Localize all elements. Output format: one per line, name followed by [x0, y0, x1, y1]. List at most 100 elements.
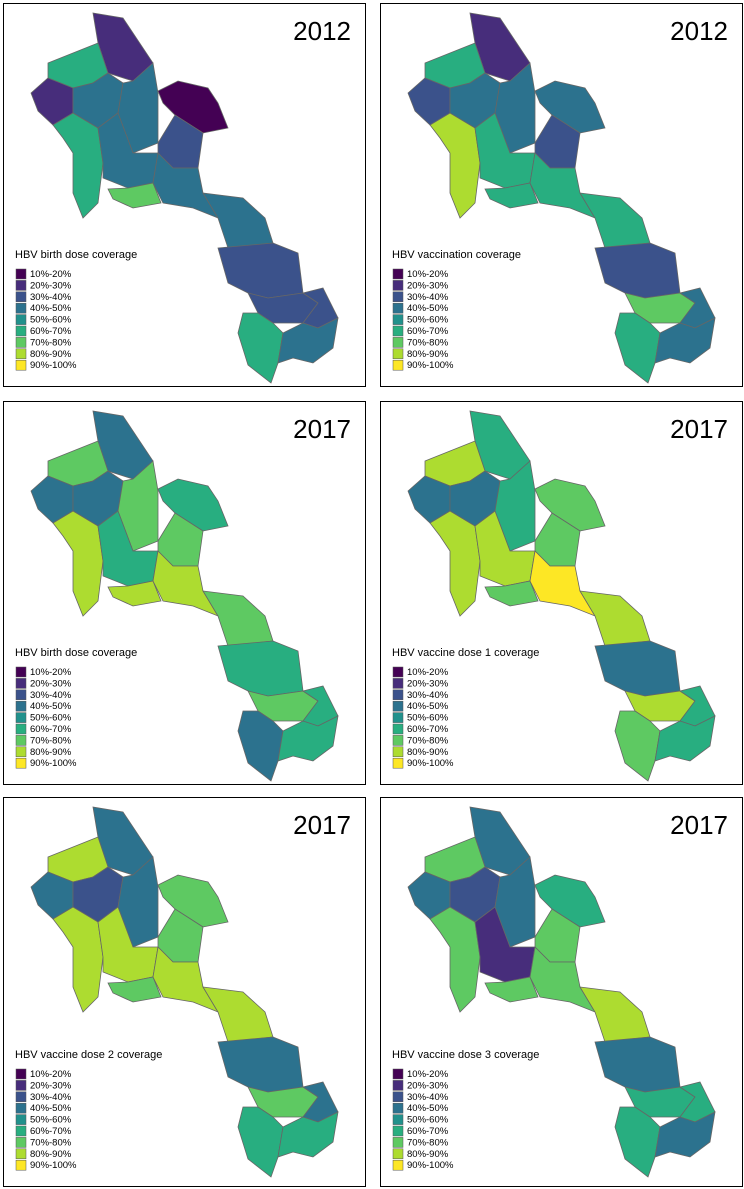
province — [429, 510, 481, 617]
province — [157, 874, 229, 928]
map-panel: 2012 HBV birth dose coverage 10%-20%20%-30… — [3, 3, 366, 387]
legend-label: 20%-30% — [30, 1080, 72, 1091]
province — [429, 112, 481, 219]
legend-label: 90%-100% — [30, 1160, 77, 1171]
legend-title: HBV birth dose coverage — [15, 647, 137, 659]
legend-swatch — [15, 1068, 27, 1080]
legend-swatch — [392, 723, 404, 735]
legend-swatch — [392, 700, 404, 712]
map-panel: 2017 HBV vaccine dose 3 coverage 10%-20%20… — [380, 797, 743, 1187]
legend-swatch — [15, 757, 27, 769]
year-label: 2017 — [670, 414, 728, 444]
legend-label: 30%-40% — [30, 292, 72, 303]
legend-swatch — [392, 1080, 404, 1091]
legend-swatch — [392, 678, 404, 689]
province — [157, 80, 229, 134]
year-label: 2017 — [293, 810, 351, 840]
legend-label: 80%-90% — [30, 349, 72, 360]
province — [152, 152, 219, 219]
legend-label: 10%-20% — [30, 667, 72, 678]
province — [484, 182, 539, 209]
province — [534, 80, 606, 134]
legend-swatch — [15, 666, 27, 678]
legend-label: 80%-90% — [407, 1149, 449, 1160]
province — [529, 152, 596, 219]
legend-label: 70%-80% — [407, 735, 449, 746]
legend-swatch — [15, 678, 27, 689]
province — [654, 317, 716, 364]
legend-label: 70%-80% — [30, 337, 72, 348]
legend-swatch — [15, 291, 27, 303]
legend-swatch — [392, 712, 404, 723]
legend-label: 50%-60% — [30, 315, 72, 326]
legend-label: 10%-20% — [407, 269, 449, 280]
legend-label: 60%-70% — [30, 1126, 72, 1137]
legend-label: 70%-80% — [30, 1137, 72, 1148]
legend-label: 50%-60% — [407, 1115, 449, 1126]
province — [152, 946, 219, 1013]
legend-label: 90%-100% — [407, 1160, 454, 1171]
legend-swatch — [15, 723, 27, 735]
province — [152, 550, 219, 617]
legend-label: 80%-90% — [407, 747, 449, 758]
legend-swatch — [15, 325, 27, 337]
province — [529, 946, 596, 1013]
legend-label: 30%-40% — [407, 1092, 449, 1103]
legend-swatch — [392, 735, 404, 746]
province — [484, 580, 539, 607]
legend-swatch — [15, 280, 27, 291]
legend-label: 20%-30% — [407, 280, 449, 291]
legend-label: 60%-70% — [407, 724, 449, 735]
province — [157, 478, 229, 532]
legend-swatch — [15, 689, 27, 701]
legend-swatch — [392, 337, 404, 348]
legend-swatch — [15, 735, 27, 746]
legend-label: 20%-30% — [407, 678, 449, 689]
legend-swatch — [392, 1125, 404, 1137]
legend-swatch — [15, 1102, 27, 1114]
legend-label: 50%-60% — [407, 315, 449, 326]
legend-swatch — [15, 359, 27, 371]
legend-label: 60%-70% — [407, 1126, 449, 1137]
legend-label: 90%-100% — [407, 360, 454, 371]
province — [654, 1111, 716, 1158]
province — [484, 976, 539, 1003]
legend-swatch — [392, 666, 404, 678]
legend-label: 30%-40% — [30, 1092, 72, 1103]
legend-label: 60%-70% — [30, 724, 72, 735]
legend-label: 70%-80% — [407, 1137, 449, 1148]
legend-label: 60%-70% — [30, 326, 72, 337]
province — [277, 715, 339, 762]
legend-label: 40%-50% — [30, 1103, 72, 1114]
legend-label: 40%-50% — [407, 1103, 449, 1114]
legend-label: 80%-90% — [30, 1149, 72, 1160]
legend-swatch — [15, 314, 27, 325]
legend-swatch — [392, 1114, 404, 1125]
province — [654, 715, 716, 762]
legend-label: 70%-80% — [30, 735, 72, 746]
legend-swatch — [15, 1125, 27, 1137]
legend-label: 80%-90% — [407, 349, 449, 360]
legend-label: 50%-60% — [407, 713, 449, 724]
legend-swatch — [392, 1102, 404, 1114]
legend-swatch — [15, 348, 27, 360]
legend-swatch — [15, 746, 27, 758]
legend-swatch — [392, 1148, 404, 1160]
legend-swatch — [392, 689, 404, 701]
legend-swatch — [392, 1091, 404, 1103]
map-panel: 2012 HBV vaccination coverage 10%-20%20%-3… — [380, 3, 743, 387]
year-label: 2012 — [293, 16, 351, 46]
legend-swatch — [392, 359, 404, 371]
legend-swatch — [15, 1080, 27, 1091]
legend-label: 20%-30% — [30, 678, 72, 689]
year-label: 2012 — [670, 16, 728, 46]
legend-swatch — [15, 268, 27, 280]
legend-label: 10%-20% — [407, 1069, 449, 1080]
map-panel: 2017 HBV vaccine dose 1 coverage 10%-20%20… — [380, 401, 743, 785]
legend-title: HBV birth dose coverage — [15, 249, 137, 261]
legend-swatch — [392, 1159, 404, 1171]
legend-label: 70%-80% — [407, 337, 449, 348]
legend-swatch — [392, 268, 404, 280]
